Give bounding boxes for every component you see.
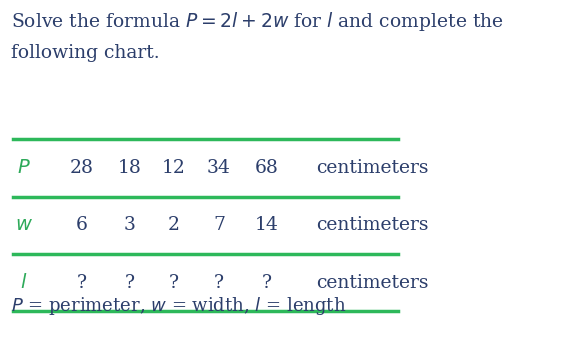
Text: 18: 18 bbox=[117, 159, 141, 177]
Text: ?: ? bbox=[214, 274, 224, 292]
Text: ?: ? bbox=[169, 274, 179, 292]
Text: $w$: $w$ bbox=[14, 216, 32, 234]
Text: 12: 12 bbox=[162, 159, 186, 177]
Text: $P$ = perimeter, $w$ = width, $l$ = length: $P$ = perimeter, $w$ = width, $l$ = leng… bbox=[10, 295, 346, 317]
Text: Solve the formula $P = 2l + 2w$ for $l$ and complete the: Solve the formula $P = 2l + 2w$ for $l$ … bbox=[10, 10, 503, 33]
Text: ?: ? bbox=[262, 274, 271, 292]
Text: 3: 3 bbox=[124, 216, 135, 234]
Text: $P$: $P$ bbox=[17, 159, 31, 177]
Text: centimeters: centimeters bbox=[317, 159, 429, 177]
Text: 7: 7 bbox=[213, 216, 225, 234]
Text: 68: 68 bbox=[255, 159, 278, 177]
Text: 28: 28 bbox=[70, 159, 94, 177]
Text: centimeters: centimeters bbox=[317, 274, 429, 292]
Text: $l$: $l$ bbox=[20, 273, 27, 292]
Text: ?: ? bbox=[77, 274, 87, 292]
Text: 14: 14 bbox=[255, 216, 278, 234]
Text: 2: 2 bbox=[168, 216, 180, 234]
Text: centimeters: centimeters bbox=[317, 216, 429, 234]
Text: following chart.: following chart. bbox=[10, 44, 159, 62]
Text: ?: ? bbox=[124, 274, 135, 292]
Text: 6: 6 bbox=[76, 216, 88, 234]
Text: 34: 34 bbox=[207, 159, 231, 177]
